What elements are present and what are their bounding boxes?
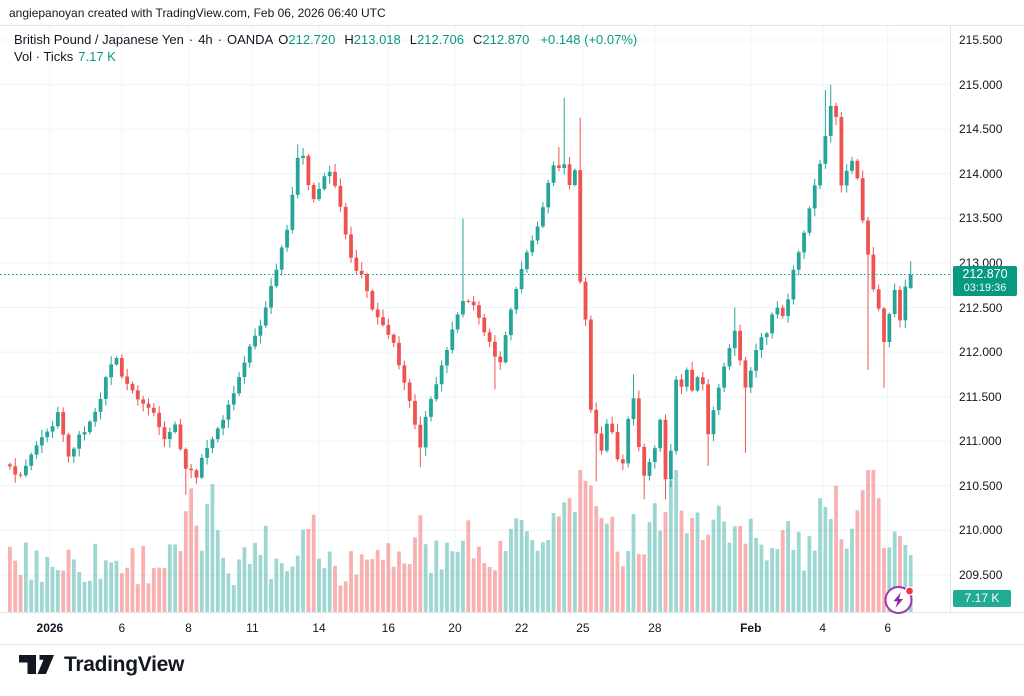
timeframe-label[interactable]: 4h	[198, 32, 213, 47]
price-tick-label: 210.500	[959, 478, 1003, 493]
time-axis[interactable]: 2026 6 8 11 14 16 20 22 25 28 Feb 4 6	[0, 612, 1024, 645]
legend-main-row: British Pound / Japanese Yen · 4h · OAND…	[14, 31, 637, 48]
volume-indicator-value: 7.17 K	[78, 49, 116, 64]
time-tick-label: 28	[648, 621, 662, 635]
bar-countdown: 03:19:36	[963, 281, 1007, 294]
ohlc-close: C212.870	[473, 32, 530, 47]
price-tick-label: 215.000	[959, 77, 1003, 92]
time-tick-label: 8	[185, 621, 192, 635]
time-tick-label: 6	[118, 621, 126, 635]
lightning-icon	[884, 586, 915, 614]
last-price-label: 212.870 03:19:36	[953, 265, 1017, 296]
legend-volume-row: Vol · Ticks 7.17 K	[14, 48, 637, 65]
time-tick-label: 20	[448, 621, 462, 635]
ohlc-high: H213.018	[344, 32, 401, 47]
lightning-button[interactable]	[883, 583, 916, 616]
price-tick-label: 212.000	[959, 345, 1003, 360]
price-change: +0.148 (+0.07%)	[540, 32, 638, 47]
price-tick-label: 214.000	[959, 166, 1003, 181]
attribution-text: angiepanoyan created with TradingView.co…	[9, 6, 386, 20]
time-tick-label: 25	[576, 621, 590, 635]
time-tick-label: Feb	[740, 621, 762, 635]
time-tick-label: 22	[514, 621, 529, 635]
ohlc-open: O212.720	[278, 32, 336, 47]
attribution-bar: angiepanoyan created with TradingView.co…	[0, 0, 1024, 26]
tradingview-wordmark: TradingView	[64, 652, 185, 676]
grid-lines	[0, 26, 950, 612]
price-tick-label: 211.000	[959, 434, 1002, 449]
tradingview-logo[interactable]: TradingView	[18, 652, 184, 677]
price-tick-label: 210.000	[959, 523, 1003, 538]
candles	[8, 84, 913, 500]
volume-indicator-label[interactable]: Vol · Ticks	[14, 49, 74, 64]
time-tick-label: 4	[819, 621, 827, 635]
exchange-label: OANDA	[227, 32, 274, 47]
price-tick-label: 212.500	[959, 300, 1003, 315]
price-axis[interactable]: 212.870 03:19:36 7.17 K 215.500 215.000 21…	[950, 26, 1024, 645]
time-tick-label: 2026	[36, 621, 64, 635]
time-tick-label: 16	[381, 621, 396, 635]
ohlc-low: L212.706	[409, 32, 464, 47]
price-tick-label: 211.500	[959, 389, 1002, 404]
price-tick-label: 214.500	[959, 122, 1003, 137]
chart-legend: British Pound / Japanese Yen · 4h · OAND…	[14, 31, 637, 65]
time-tick-label: 11	[246, 621, 259, 635]
notification-dot	[904, 586, 915, 596]
last-price-value: 212.870	[962, 266, 1008, 281]
tradingview-mark-icon	[19, 655, 54, 674]
separator-dot: ·	[188, 32, 194, 47]
time-tick-label: 14	[312, 621, 326, 635]
price-tick-label: 215.500	[959, 33, 1003, 47]
price-tick-label: 213.500	[959, 211, 1003, 226]
volume-axis-label: 7.17 K	[953, 590, 1011, 607]
separator-dot: ·	[217, 32, 223, 47]
price-tick-label: 209.500	[959, 568, 1003, 582]
time-tick-label: 6	[884, 621, 892, 635]
symbol-title[interactable]: British Pound / Japanese Yen	[14, 32, 184, 47]
volume-bars	[8, 470, 913, 612]
